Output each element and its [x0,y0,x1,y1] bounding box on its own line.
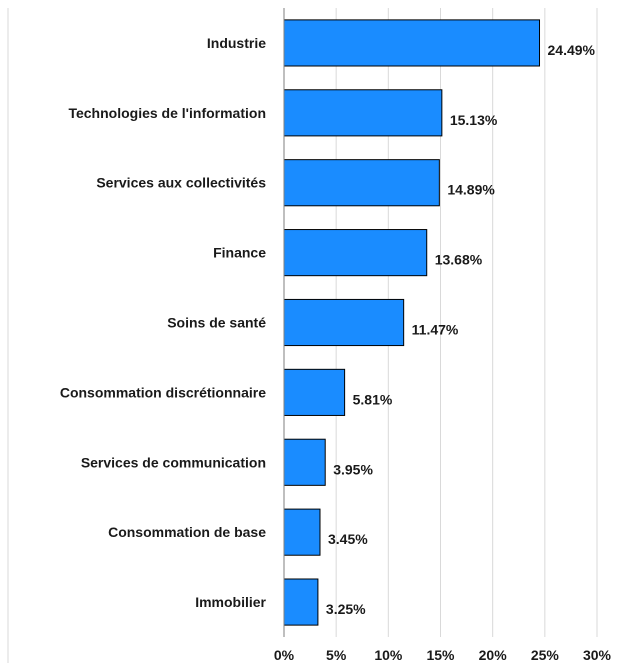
data-label-1: 15.13% [450,112,498,128]
bar-7 [283,508,321,556]
labels: Industrie 24.49% Technologies de l'informa… [60,35,612,663]
data-label-6: 3.95% [333,461,373,477]
data-label-2: 14.89% [447,182,495,198]
data-label-4: 11.47% [412,322,459,338]
bar-6 [283,438,326,486]
x-tick-label-5: 25% [531,647,560,663]
category-label-7: Consommation de base [108,524,266,540]
x-tick-label-4: 20% [479,647,508,663]
bar-3 [283,229,428,277]
data-label-7: 3.45% [328,531,368,547]
category-label-8: Immobilier [195,594,266,610]
category-label-1: Technologies de l'information [68,105,266,121]
bar-2 [283,159,440,207]
category-label-4: Soins de santé [167,315,266,331]
data-label-3: 13.68% [435,252,483,268]
category-label-6: Services de communication [81,454,266,470]
category-label-5: Consommation discrétionnaire [60,384,266,400]
bar-5 [283,368,346,416]
bars [283,19,541,626]
x-tick-label-0: 0% [274,647,295,663]
data-label-0: 24.49% [548,42,596,58]
x-tick-label-2: 10% [374,647,403,663]
bar-4 [283,298,405,347]
x-tick-label-1: 5% [326,647,347,663]
bar-0 [283,19,541,67]
data-label-5: 5.81% [353,391,393,407]
category-label-0: Industrie [207,35,266,51]
bar-8 [283,578,319,626]
data-label-8: 3.25% [326,601,366,617]
x-tick-label-6: 30% [583,647,612,663]
category-label-2: Services aux collectivités [96,175,266,191]
x-tick-label-3: 15% [426,647,455,663]
category-label-3: Finance [213,245,266,261]
bar-1 [283,89,443,137]
